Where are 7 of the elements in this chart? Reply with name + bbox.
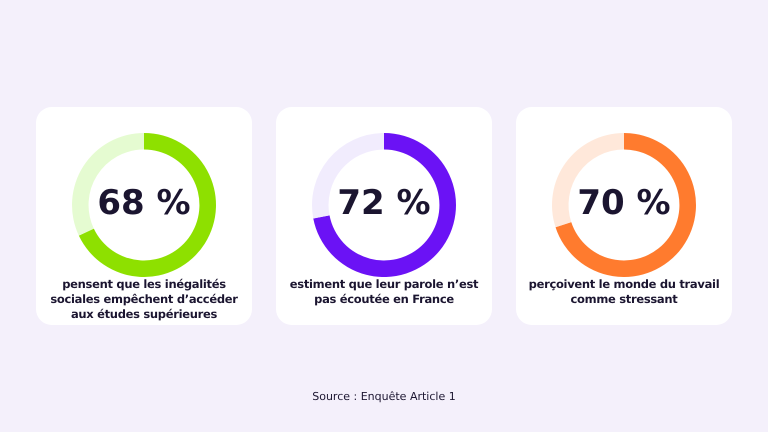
text: perçoivent le monde du travail comme stressant <box>528 277 720 307</box>
text: pensent que les inégalités sociales empêchent d’accéder aux études supérieures <box>49 277 239 322</box>
data-label: 68 % <box>97 182 191 223</box>
data-label: 70 % <box>577 182 671 223</box>
source-note: Source : Enquête Article 1 <box>311 390 457 403</box>
data-label: 72 % <box>337 182 431 223</box>
text: estiment que leur parole n’est pas écoutée en France <box>288 277 480 307</box>
